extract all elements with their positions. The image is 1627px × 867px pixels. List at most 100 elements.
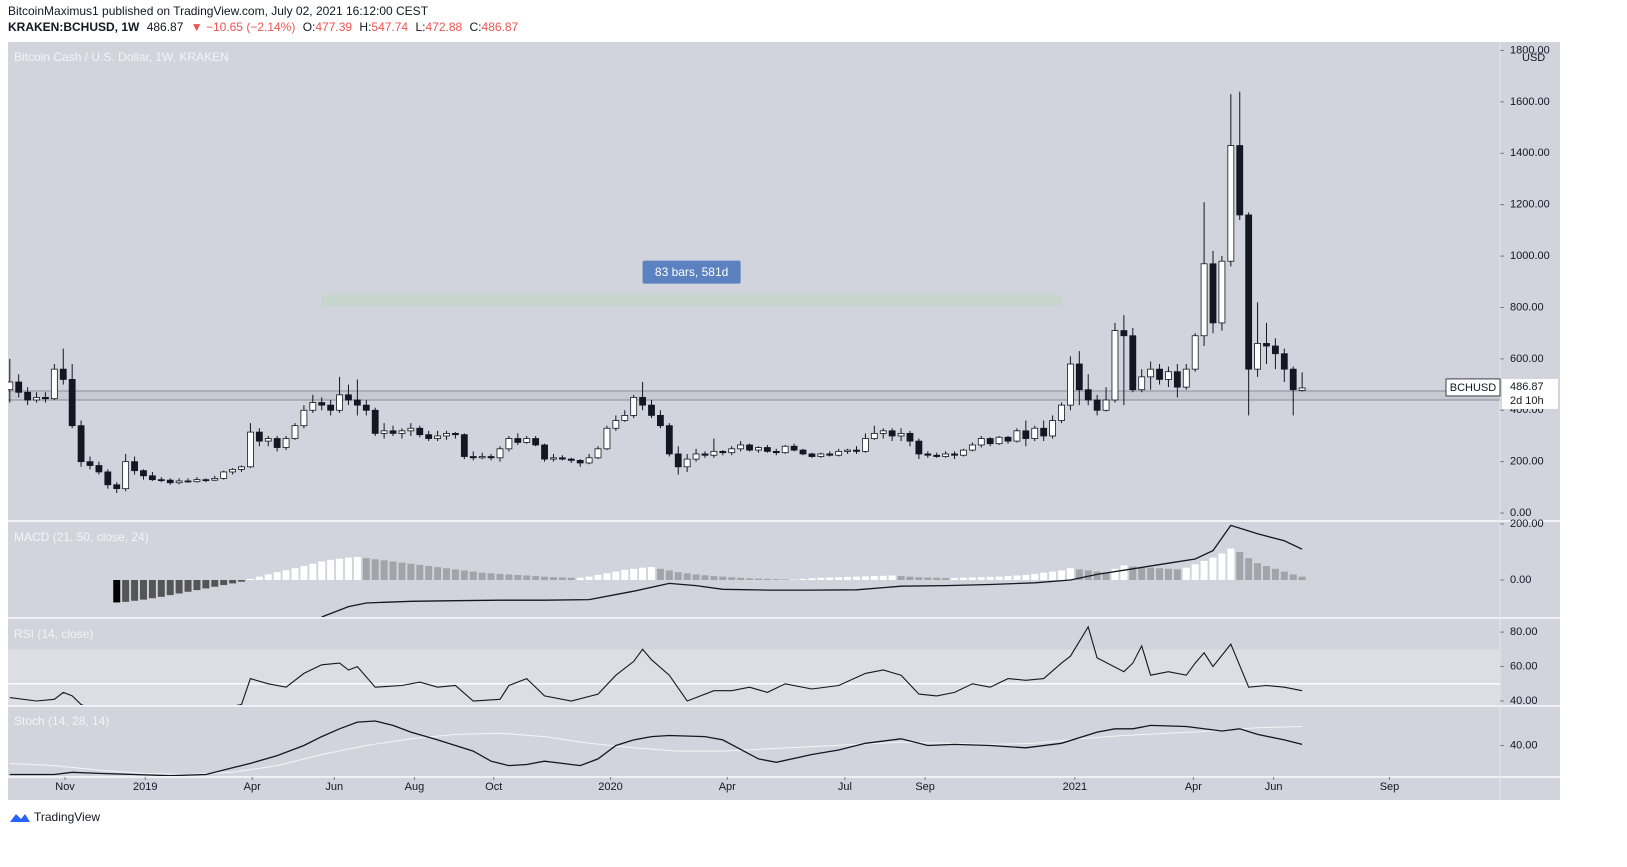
macd-bar: [1245, 558, 1253, 581]
candle-body: [710, 450, 718, 456]
macd-bar: [549, 577, 557, 581]
candle-body: [558, 457, 566, 460]
x-tick-label: Aug: [405, 781, 425, 793]
y-tick-label: 40.00: [1510, 739, 1538, 751]
price-tag-box: [1445, 378, 1501, 397]
macd-bar: [1147, 567, 1155, 581]
macd-bar: [995, 576, 1003, 581]
range-label-box: [642, 260, 741, 284]
candle-body: [1120, 330, 1128, 337]
candle-body: [968, 444, 976, 451]
ohlc-label: O:: [303, 20, 316, 34]
price-tag-countdown: 2d 10h: [1510, 395, 1544, 407]
candle-body: [157, 479, 165, 482]
candle-body: [594, 448, 602, 459]
macd-bar: [434, 567, 442, 581]
publisher-line: BitcoinMaximus1 published on TradingView…: [8, 4, 429, 18]
candle-body: [59, 368, 67, 380]
candle-body: [1271, 345, 1279, 355]
macd-bar: [754, 578, 762, 581]
macd-bar: [772, 579, 780, 581]
macd-bar: [1138, 567, 1146, 581]
macd-bar: [1049, 571, 1057, 581]
candle-body: [603, 427, 611, 450]
macd-bar: [264, 574, 272, 581]
macd-bar: [282, 570, 290, 581]
macd-bar: [585, 576, 593, 581]
candle-body: [808, 453, 816, 457]
candle-body: [844, 449, 851, 452]
macd-bar: [844, 576, 852, 581]
macd-bar: [906, 576, 914, 581]
candle-body: [1200, 263, 1208, 337]
candle-body: [33, 397, 40, 401]
candle-body: [309, 402, 317, 411]
candle-body: [1093, 399, 1101, 411]
candle-body: [327, 404, 335, 411]
macd-bar: [202, 580, 210, 589]
candle-body: [193, 479, 201, 483]
candle-body: [657, 415, 664, 427]
candle-body: [692, 453, 700, 460]
candle-body: [95, 465, 103, 473]
y-tick-label: 80.00: [1510, 626, 1538, 638]
candle-body: [389, 430, 397, 434]
y-tick-label: 600.00: [1510, 353, 1544, 365]
candle-body: [1280, 353, 1288, 370]
y-tick-label: 1000.00: [1510, 250, 1550, 262]
brand: TradingView: [34, 810, 100, 824]
macd-bar: [380, 560, 388, 581]
macd-bar: [1084, 570, 1092, 581]
indicator-line: [9, 726, 1303, 776]
macd-bar: [487, 573, 495, 581]
macd-bar: [1066, 568, 1074, 581]
macd-bar: [683, 573, 691, 581]
macd-bar: [879, 575, 887, 581]
macd-bar: [344, 557, 352, 581]
candle-body: [585, 457, 593, 464]
macd-bar: [273, 572, 281, 581]
candle-body: [238, 466, 245, 470]
macd-bar: [915, 577, 923, 581]
x-tick-label: 2020: [598, 781, 622, 793]
macd-bar: [986, 576, 994, 581]
macd-bar: [612, 571, 620, 581]
macd-bar: [1057, 570, 1065, 581]
macd-bar: [416, 564, 424, 581]
x-tick-label: Apr: [244, 781, 261, 793]
candle-body: [220, 471, 228, 479]
macd-bar: [1262, 565, 1270, 581]
macd-bar: [835, 577, 843, 581]
candle-body: [487, 456, 495, 459]
macd-bar: [977, 577, 985, 581]
rsi-label: RSI (14, close): [14, 627, 93, 641]
candle-body: [24, 391, 32, 401]
macd-bar: [238, 580, 246, 582]
macd-bar: [1200, 560, 1208, 581]
symbol: KRAKEN:BCHUSD, 1W: [8, 20, 140, 34]
macd-bar: [567, 577, 575, 581]
y-tick-label: 1800.00: [1510, 44, 1550, 56]
y-tick-label: 200.00: [1510, 456, 1544, 468]
macd-bar: [122, 580, 130, 602]
candle-body: [576, 459, 584, 464]
macd-bar: [639, 567, 647, 581]
macd-bar: [1075, 569, 1083, 581]
candle-body: [799, 449, 807, 455]
candle-body: [737, 444, 745, 450]
candle-body: [166, 479, 174, 484]
macd-bar: [746, 578, 754, 581]
currency-label: USD: [1522, 52, 1545, 64]
macd-bar: [808, 578, 816, 581]
candle-body: [835, 450, 843, 456]
macd-bar: [1004, 576, 1012, 581]
candle-body: [1209, 263, 1217, 324]
macd-bar: [398, 562, 406, 581]
candle-body: [202, 479, 210, 482]
candle-body: [416, 427, 424, 436]
candle-body: [140, 470, 147, 477]
macd-bar: [799, 578, 807, 581]
macd-bar: [327, 559, 335, 581]
